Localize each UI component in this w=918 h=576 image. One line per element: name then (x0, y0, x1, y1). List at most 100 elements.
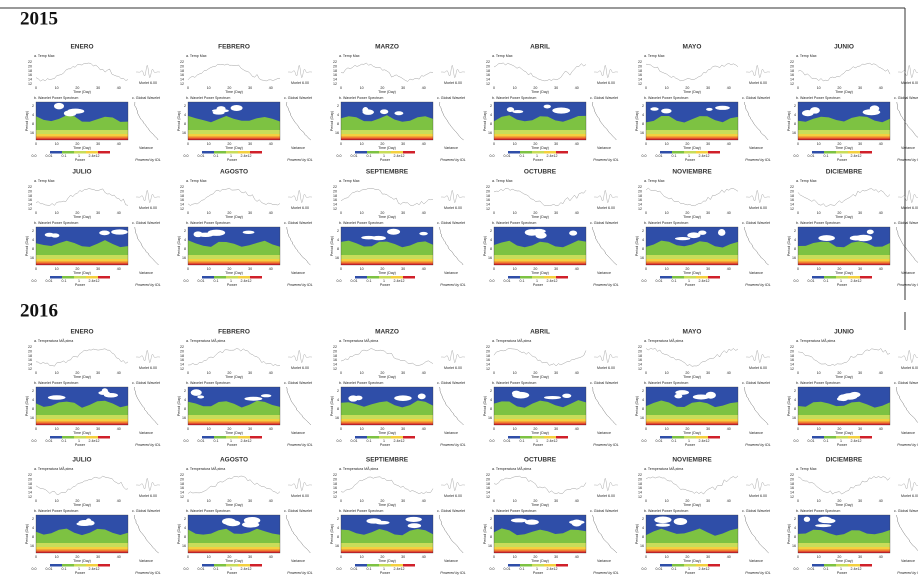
period-tick: 16 (335, 544, 339, 548)
period-tick: 8 (337, 247, 339, 251)
time-tick: 10 (207, 142, 211, 146)
spectrum-yellow (341, 259, 433, 262)
time-tick: 40 (117, 267, 121, 271)
spectrum-red (798, 424, 890, 426)
power-tick: 0.0 (642, 567, 647, 571)
temp-tick: 14 (180, 203, 184, 207)
time-tick: 0 (493, 555, 495, 559)
spectrum-light (188, 130, 280, 134)
period-tick: 8 (32, 122, 34, 126)
colorbar-segment (708, 436, 720, 439)
colorbar-segment (403, 564, 415, 567)
spectrum-orange (494, 550, 586, 552)
spectrum-orange (341, 422, 433, 424)
time-tick: 0 (493, 371, 495, 375)
time-tick: 40 (727, 211, 731, 215)
time-axis-label: Time (Day) (378, 90, 396, 94)
spectrum-yellow (494, 419, 586, 422)
period-tick: 4 (32, 526, 34, 530)
time-tick: 40 (117, 371, 121, 375)
time-tick: 10 (817, 555, 821, 559)
series-label: a. Temp Max (186, 54, 207, 58)
power-label: Power (227, 443, 238, 447)
time-tick: 10 (360, 499, 364, 503)
global-label: c. Global Wavelet (437, 381, 465, 385)
power-tick: 2.4e12 (699, 154, 710, 158)
variance-label: Variance (444, 431, 458, 435)
variance-label: Variance (749, 431, 763, 435)
global-label: c. Global Wavelet (590, 509, 618, 513)
time-tick: 30 (706, 371, 710, 375)
colorbar-segment (684, 151, 696, 154)
time-tick: 10 (665, 371, 669, 375)
period-axis-label: Period (Day) (635, 111, 639, 131)
spectrum-red (646, 552, 738, 554)
period-tick: 8 (794, 122, 796, 126)
power-label: Power (75, 158, 86, 162)
spectrum-yellow (36, 134, 128, 137)
spectrum-blob (511, 518, 527, 522)
time-tick: 10 (207, 86, 211, 90)
power-tick: 0.1 (824, 567, 829, 571)
temp-tick: 22 (638, 60, 642, 64)
spectrum-blob (197, 395, 204, 398)
time-tick: 40 (422, 211, 426, 215)
temp-tick: 22 (486, 345, 490, 349)
spectrum-label: b. Wavelet Power Spectrum (492, 509, 536, 513)
period-tick: 4 (794, 526, 796, 530)
time-tick: 30 (248, 86, 252, 90)
time-tick: 0 (493, 142, 495, 146)
temp-tick: 22 (790, 473, 794, 477)
temp-tick: 12 (638, 207, 642, 211)
credit: Powered by IDL (440, 571, 466, 575)
period-tick: 8 (490, 247, 492, 251)
temp-tick: 16 (486, 73, 490, 77)
spectrum-blob (838, 394, 849, 401)
temp-tick: 14 (638, 491, 642, 495)
power-label: Power (227, 283, 238, 287)
series-label: a. Temperatura MÃ¡xima (339, 466, 378, 471)
temp-tick: 18 (790, 482, 794, 486)
spectrum-yellow (646, 419, 738, 422)
period-tick: 2 (794, 229, 796, 233)
time-axis-label: Time (Day) (683, 503, 701, 507)
time-tick: 40 (422, 267, 426, 271)
time-tick: 30 (96, 267, 100, 271)
month-name: OCTUBRE (524, 457, 557, 464)
temp-tick: 16 (28, 73, 32, 77)
month-name: AGOSTO (220, 169, 248, 176)
power-tick: 2.4e12 (699, 439, 710, 443)
period-tick: 16 (640, 131, 644, 135)
global-label: c. Global Wavelet (742, 221, 770, 225)
period-axis-label: Period (Day) (330, 524, 334, 544)
morlet-label: Morlet 6.00 (749, 366, 767, 370)
temp-tick: 20 (28, 477, 32, 481)
temp-tick: 22 (638, 185, 642, 189)
period-tick: 16 (488, 131, 492, 135)
colorbar-segment (708, 564, 720, 567)
power-tick: 0.0 (794, 154, 799, 158)
power-label: Power (837, 443, 848, 447)
global-label: c. Global Wavelet (742, 96, 770, 100)
temp-tick: 18 (333, 69, 337, 73)
series-label: a. Temperatura MÃ¡xima (492, 466, 531, 471)
time-tick: 10 (207, 427, 211, 431)
period-tick: 4 (337, 398, 339, 402)
time-tick: 40 (575, 371, 579, 375)
spectrum-red (36, 264, 128, 266)
period-axis-label: Period (Day) (177, 111, 181, 131)
variance-label: Variance (597, 431, 611, 435)
credit: Powered by IDL (287, 283, 313, 287)
time-tick: 30 (554, 555, 558, 559)
colorbar-segment (532, 564, 544, 567)
spectrum-label: b. Wavelet Power Spectrum (644, 221, 688, 225)
variance-label: Variance (901, 146, 915, 150)
morlet-label: Morlet 6.00 (444, 366, 462, 370)
time-tick: 10 (360, 555, 364, 559)
variance-label: Variance (749, 271, 763, 275)
spectrum-label: b. Wavelet Power Spectrum (34, 221, 78, 225)
time-axis-label: Time (Day) (225, 503, 243, 507)
variance-label: Variance (901, 271, 915, 275)
power-tick: 2.4e12 (547, 439, 558, 443)
series-label: a. Temperatura MÃ¡xima (186, 466, 225, 471)
